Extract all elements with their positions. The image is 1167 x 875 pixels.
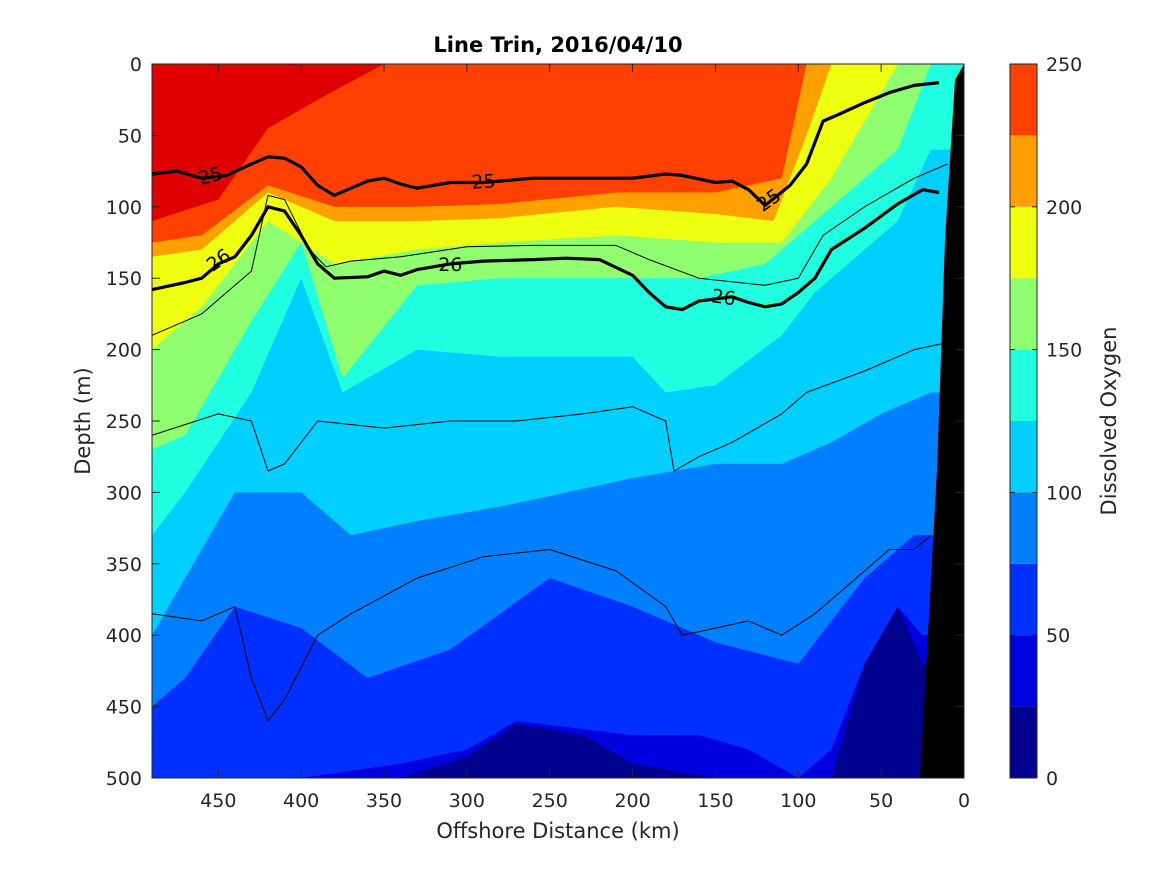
y-tick-label-500: 500 — [106, 768, 142, 790]
colorbar-tick-label-150: 150 — [1046, 340, 1082, 362]
colorbar-segment-175 — [1010, 206, 1037, 279]
x-tick-label-200: 200 — [614, 790, 650, 812]
density-contour-26 — [152, 188, 940, 312]
colorbar-tick-label-200: 200 — [1046, 197, 1082, 219]
colorbar — [1010, 64, 1037, 778]
oxygen-band-0-25 — [400, 606, 964, 778]
density-contour-thin-4 — [152, 534, 932, 722]
colorbar-segment-50 — [1010, 563, 1037, 636]
x-tick-label-300: 300 — [449, 790, 485, 812]
colorbar-ticks: 0 50 100 150 200 250 — [1010, 54, 1082, 790]
x-tick-label-150: 150 — [697, 790, 733, 812]
y-tick-label-200: 200 — [106, 340, 142, 362]
oxygen-bands — [152, 64, 964, 778]
contour-label-26-1: 26 — [438, 254, 462, 276]
y-tick-label-350: 350 — [106, 554, 142, 576]
colorbar-tick-label-100: 100 — [1046, 482, 1082, 504]
density-contour-25 — [152, 81, 940, 207]
chart-title: Line Trin, 2016/04/10 — [433, 33, 682, 57]
colorbar-segment-75 — [1010, 492, 1037, 564]
colorbar-segment-100 — [1010, 421, 1037, 493]
svg-text:26: 26 — [710, 285, 737, 310]
colorbar-label: Dissolved Oxygen — [1097, 327, 1121, 516]
y-tick-label-300: 300 — [106, 482, 142, 504]
x-tick-label-450: 450 — [200, 790, 236, 812]
density-contour-thin-2 — [152, 163, 948, 336]
x-tick-label-100: 100 — [780, 790, 816, 812]
y-tick-label-50: 50 — [118, 125, 142, 147]
y-axis-ticks: 0 50 100 150 200 250 300 350 400 450 500 — [106, 54, 964, 790]
contour-label-25-1: 25 — [471, 170, 496, 193]
x-axis-label: Offshore Distance (km) — [436, 819, 679, 843]
y-tick-label-450: 450 — [106, 697, 142, 719]
colorbar-segment-0 — [1010, 706, 1037, 778]
x-tick-label-400: 400 — [283, 790, 319, 812]
colorbar-tick-label-50: 50 — [1046, 625, 1070, 647]
colorbar-segment-150 — [1010, 278, 1037, 350]
seafloor-mask — [920, 64, 964, 778]
y-tick-label-400: 400 — [106, 625, 142, 647]
y-tick-label-0: 0 — [130, 54, 142, 76]
contour-label-26-2: 26 — [710, 285, 737, 310]
colorbar-segment-200 — [1010, 135, 1037, 207]
oxygen-band-50-75 — [152, 535, 964, 778]
colorbar-tick-label-0: 0 — [1046, 768, 1058, 790]
colorbar-segment-25 — [1010, 635, 1037, 707]
x-axis-ticks: 450 400 350 300 250 200 150 100 50 0 — [200, 64, 970, 812]
svg-text:25: 25 — [471, 170, 496, 193]
colorbar-segment-225 — [1010, 64, 1037, 136]
y-tick-label-150: 150 — [106, 268, 142, 290]
svg-text:26: 26 — [438, 254, 462, 276]
y-axis-label: Depth (m) — [71, 367, 95, 474]
colorbar-tick-label-250: 250 — [1046, 54, 1082, 76]
colorbar-segment-125 — [1010, 349, 1037, 421]
x-tick-label-350: 350 — [366, 790, 402, 812]
x-tick-label-50: 50 — [869, 790, 893, 812]
y-tick-label-250: 250 — [106, 411, 142, 433]
density-contour-thin-3 — [152, 342, 948, 472]
x-tick-label-250: 250 — [532, 790, 568, 812]
x-tick-label-0: 0 — [958, 790, 970, 812]
y-tick-label-100: 100 — [106, 197, 142, 219]
colorbar-frame — [1009, 63, 1038, 779]
